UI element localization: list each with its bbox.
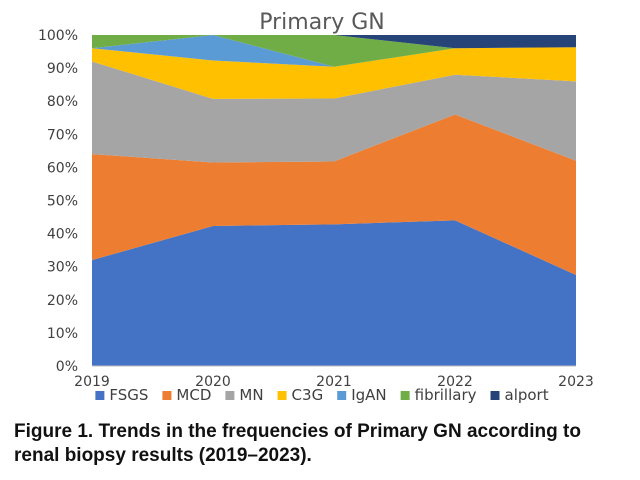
y-tick-label: 60% [47,160,78,176]
x-tick-label: 2022 [437,374,473,390]
legend-label: MCD [176,386,211,404]
legend-swatch [162,391,172,400]
y-tick-label: 30% [47,260,78,276]
legend-swatch [490,391,500,400]
y-tick-label: 80% [47,94,78,110]
legend-item-mn: MN [225,386,264,404]
figure-caption: Figure 1. Trends in the frequencies of P… [14,421,581,466]
legend-swatch [225,391,235,400]
legend-label: fibrillary [415,386,477,404]
y-tick-label: 20% [47,293,78,309]
area-alport [92,35,576,49]
legend-item-mcd: MCD [162,386,211,404]
legend-label: alport [505,386,549,404]
legend-label: FSGS [109,386,148,404]
axes: 0% 10% 20% 30% 40% 50% 60% 70% 80% 90% 100% 2019 202… [38,28,594,390]
plot-area [92,35,576,366]
legend-swatch [95,391,105,400]
y-tick-label: 90% [47,61,78,77]
y-tick-label: 40% [47,227,78,243]
legend-item-fsgs: FSGS [95,386,148,404]
legend-item-c3g: C3G [277,386,324,404]
x-tick-label: 2021 [316,374,352,390]
y-tick-label: 0% [56,359,78,375]
y-tick-label: 50% [47,194,78,210]
area-fsgs [92,220,576,366]
legend-label: MN [239,386,263,404]
area-c3g [92,47,576,99]
legend-swatch [277,391,287,400]
area-mn [92,61,576,163]
legend-label: IgAN [351,386,386,404]
y-tick-label: 100% [38,28,78,44]
legend-item-alport: alport [490,386,549,404]
area-igan [92,35,576,67]
legend-item-igan: IgAN [337,386,387,404]
legend-swatch [337,391,347,400]
y-tick-label: 10% [47,326,78,342]
legend-label: C3G [292,386,324,404]
x-tick-label: 2019 [74,374,110,390]
x-tick-label: 2023 [558,374,594,390]
y-tick-label: 70% [47,127,78,143]
chart-title: Primary GN [259,10,385,35]
area-mcd [92,114,576,275]
legend-swatch [400,391,410,400]
legend: FSGS MCD MN C3G IgAN fibrillary alport [95,386,549,404]
stacked-area-chart: Primary GN 0% 10% 20% 30% 40% 50% 60% 70% 80% 90%… [38,10,594,404]
x-tick-label: 2020 [195,374,231,390]
area-fibrillary [92,35,576,67]
legend-item-fibrillary: fibrillary [400,386,477,404]
